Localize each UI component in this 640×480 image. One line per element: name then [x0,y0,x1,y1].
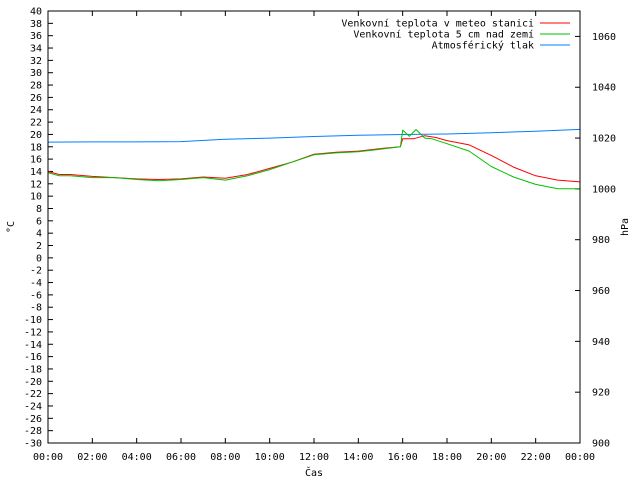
y-left-tick-label: 4 [36,229,42,240]
x-tick-label: 08:00 [210,452,240,463]
y-left-tick-label: 12 [30,179,42,190]
y-left-tick-label: -30 [24,439,42,450]
y-left-tick-label: 2 [36,241,42,252]
x-axis-label: Čas [305,466,323,479]
y-left-tick-label: 22 [30,118,42,129]
legend-label: Venkovní teplota 5 cm nad zemí [353,29,534,41]
y-right-tick-label: 1040 [592,83,616,94]
y-left-tick-label: -4 [30,278,42,289]
y-left-tick-label: -16 [24,352,42,363]
series-line-venkovni-teplota-5-cm-nad-zemi [47,129,580,190]
tick-labels: -30-28-26-24-22-20-18-16-14-12-10-8-6-4-… [24,7,616,464]
y-right-tick-label: 940 [592,337,610,348]
y-left-tick-label: -6 [30,290,42,301]
y-left-tick-label: 18 [30,142,42,153]
y-left-tick-label: -10 [24,315,42,326]
y-left-tick-label: -22 [24,389,42,400]
y-left-tick-label: -2 [30,266,42,277]
y-left-tick-label: 0 [36,253,42,264]
y-left-tick-label: -18 [24,364,42,375]
y-axis-right-label: hPa [620,218,631,236]
y-left-tick-label: 28 [30,81,42,92]
x-tick-label: 02:00 [77,452,107,463]
y-left-tick-label: 30 [30,68,42,79]
y-right-tick-label: 920 [592,388,610,399]
x-tick-label: 10:00 [255,452,285,463]
x-tick-label: 22:00 [521,452,551,463]
y-right-tick-label: 1000 [592,184,616,195]
y-left-tick-label: 36 [30,31,42,42]
legend-label: Atmosférický tlak [432,40,534,52]
x-tick-label: 18:00 [432,452,462,463]
y-axis-left-label: °C [6,221,17,233]
y-left-tick-label: 14 [30,167,42,178]
x-tick-label: 00:00 [565,452,595,463]
y-left-tick-label: 40 [30,7,42,18]
y-left-tick-label: -12 [24,327,42,338]
y-left-tick-label: 38 [30,19,42,30]
x-tick-label: 14:00 [343,452,373,463]
y-right-tick-label: 900 [592,439,610,450]
y-left-tick-label: -14 [24,340,42,351]
y-left-tick-label: 8 [36,204,42,215]
y-left-tick-label: -26 [24,414,42,425]
y-left-tick-label: 20 [30,130,42,141]
x-tick-label: 04:00 [122,452,152,463]
y-right-tick-label: 1060 [592,32,616,43]
legend-label: Venkovní teplota v meteo stanici [341,18,534,30]
y-left-tick-label: 10 [30,192,42,203]
y-left-tick-label: 34 [30,44,42,55]
x-tick-label: 00:00 [33,452,63,463]
y-left-tick-label: 24 [30,105,42,116]
x-tick-label: 12:00 [299,452,329,463]
y-right-tick-label: 980 [592,235,610,246]
y-left-tick-label: 26 [30,93,42,104]
y-left-tick-label: 6 [36,216,42,227]
y-right-tick-label: 1020 [592,134,616,145]
y-left-tick-label: -28 [24,426,42,437]
y-left-tick-label: -8 [30,303,42,314]
y-left-tick-label: 32 [30,56,42,67]
y-left-tick-label: 16 [30,155,42,166]
plot-border [47,10,581,444]
y-left-tick-label: -20 [24,377,42,388]
x-tick-label: 16:00 [388,452,418,463]
legend: Venkovní teplota v meteo staniciVenkovní… [341,18,570,52]
x-tick-label: 20:00 [476,452,506,463]
series-layer [47,128,581,190]
x-tick-label: 06:00 [166,452,196,463]
y-left-tick-label: -24 [24,401,42,412]
series-line-atmosfe-ricky-tlak [47,128,581,143]
y-right-tick-label: 960 [592,286,610,297]
